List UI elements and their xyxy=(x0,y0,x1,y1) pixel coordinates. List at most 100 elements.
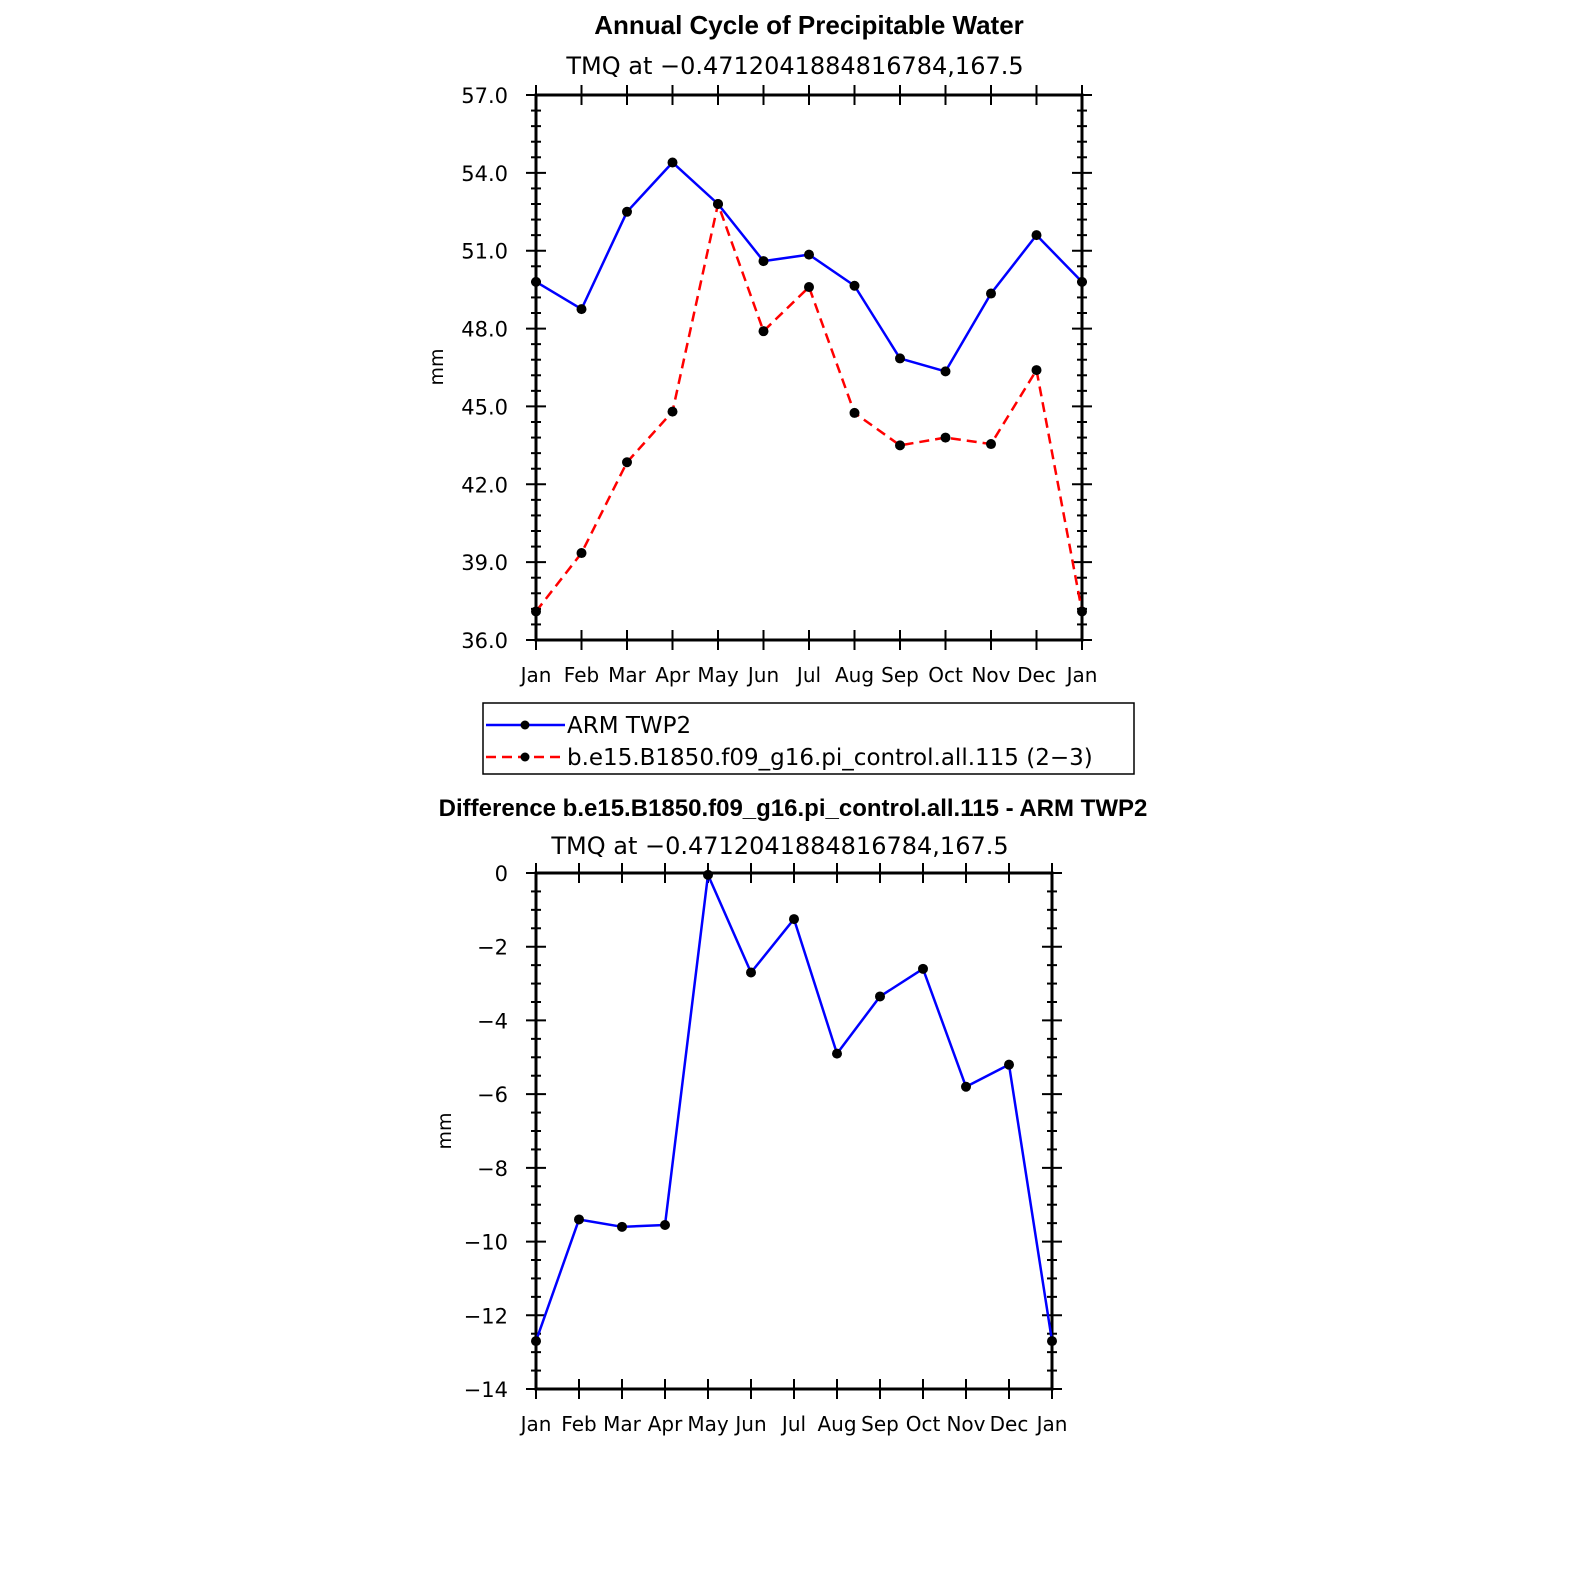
y-tick-label: −2 xyxy=(477,936,508,960)
y-tick-label: 39.0 xyxy=(461,551,508,575)
y-tick-label: −6 xyxy=(477,1083,508,1107)
x-tick-label: Sep xyxy=(881,663,919,687)
data-point xyxy=(574,1214,584,1225)
x-tick-label: Jan xyxy=(519,663,552,687)
data-point xyxy=(849,407,860,418)
data-point xyxy=(849,280,860,291)
x-tick-label: Apr xyxy=(655,663,690,687)
data-point xyxy=(1077,276,1087,287)
x-tick-label: Feb xyxy=(561,1412,596,1436)
data-point xyxy=(832,1048,842,1059)
data-point xyxy=(576,548,587,559)
x-tick-label: Jun xyxy=(733,1412,766,1436)
y-tick-label: −14 xyxy=(464,1378,508,1402)
data-point xyxy=(746,967,756,978)
data-point xyxy=(918,963,928,974)
data-point xyxy=(667,157,678,168)
y-tick-label: 57.0 xyxy=(461,84,508,108)
data-point xyxy=(667,406,678,417)
data-point xyxy=(875,991,885,1002)
data-point xyxy=(617,1221,627,1232)
data-point xyxy=(804,249,814,260)
data-point xyxy=(804,282,814,293)
x-tick-label: Oct xyxy=(906,1412,941,1436)
y-tick-label: −8 xyxy=(477,1157,508,1181)
y-tick-label: 0 xyxy=(495,862,508,886)
x-tick-label: Apr xyxy=(648,1412,683,1436)
chart2-ylabel: mm xyxy=(434,1112,456,1149)
x-tick-label: Feb xyxy=(564,663,599,687)
data-point xyxy=(531,606,541,617)
x-tick-label: Mar xyxy=(608,663,647,687)
data-point xyxy=(986,288,996,299)
chart1-legend: ARM TWP2 b.e15.B1850.f09_g16.pi_control.… xyxy=(482,702,1135,775)
chart2-title: Difference b.e15.B1850.f09_g16.pi_contro… xyxy=(439,795,1148,822)
x-tick-label: Aug xyxy=(835,663,874,687)
data-point xyxy=(531,276,541,287)
legend-marker-model xyxy=(520,752,530,762)
y-tick-label: 51.0 xyxy=(461,240,508,264)
data-point xyxy=(660,1219,670,1230)
legend-label-model: b.e15.B1850.f09_g16.pi_control.all.115 (… xyxy=(567,745,1093,771)
data-point xyxy=(531,1336,541,1347)
x-tick-label: May xyxy=(687,1412,729,1436)
data-point xyxy=(1004,1059,1014,1070)
data-point xyxy=(961,1081,971,1092)
x-tick-label: Jan xyxy=(1035,1412,1068,1436)
series-line-0 xyxy=(534,873,1054,1342)
x-tick-label: Jul xyxy=(780,1412,806,1436)
y-tick-label: 54.0 xyxy=(461,162,508,186)
data-point xyxy=(1047,1336,1057,1347)
series-line-1 xyxy=(535,202,1084,613)
legend-label-arm-twp2: ARM TWP2 xyxy=(567,713,691,739)
x-tick-label: Nov xyxy=(971,663,1010,687)
series-line-0 xyxy=(535,161,1083,373)
data-point xyxy=(622,457,632,468)
x-tick-label: Aug xyxy=(817,1412,856,1436)
data-point xyxy=(895,440,905,451)
x-tick-label: Dec xyxy=(990,1412,1029,1436)
precipitable-water-chart: Annual Cycle of Precipitable Water TMQ a… xyxy=(426,10,1097,687)
x-tick-label: Jan xyxy=(519,1412,552,1436)
chart1-subtitle: TMQ at −0.4712041884816784,167.5 xyxy=(565,52,1023,80)
legend-marker-arm-twp2 xyxy=(520,720,530,730)
x-tick-label: Oct xyxy=(928,663,963,687)
data-point xyxy=(1077,606,1087,617)
y-tick-label: 36.0 xyxy=(461,629,508,653)
chart2-plot-frame xyxy=(534,871,1054,1391)
difference-chart: Difference b.e15.B1850.f09_g16.pi_contro… xyxy=(434,795,1147,1436)
x-tick-label: Sep xyxy=(861,1412,899,1436)
data-point xyxy=(940,366,951,377)
x-tick-label: Jul xyxy=(795,663,821,687)
x-tick-label: Mar xyxy=(603,1412,642,1436)
y-tick-label: −4 xyxy=(477,1009,508,1033)
x-tick-label: Jan xyxy=(1065,663,1098,687)
data-point xyxy=(576,304,587,315)
data-point xyxy=(758,256,769,267)
x-tick-label: May xyxy=(697,663,739,687)
legend-frame xyxy=(482,702,1135,775)
x-tick-label: Dec xyxy=(1017,663,1056,687)
y-tick-label: 45.0 xyxy=(461,395,508,419)
data-point xyxy=(895,353,905,364)
x-tick-label: Jun xyxy=(746,663,779,687)
chart1-ylabel: mm xyxy=(426,348,448,385)
data-point xyxy=(713,199,723,209)
x-tick-label: Nov xyxy=(946,1412,985,1436)
chart1-title: Annual Cycle of Precipitable Water xyxy=(594,10,1024,40)
data-point xyxy=(1031,365,1042,376)
data-point xyxy=(986,439,996,450)
y-tick-label: −10 xyxy=(464,1231,508,1255)
data-point xyxy=(758,326,769,337)
chart2-subtitle: TMQ at −0.4712041884816784,167.5 xyxy=(550,832,1008,860)
y-tick-label: −12 xyxy=(464,1304,508,1328)
data-point xyxy=(789,914,799,925)
y-tick-label: 48.0 xyxy=(461,318,508,342)
data-point xyxy=(622,206,632,217)
data-point xyxy=(1031,230,1042,241)
data-point xyxy=(703,869,713,880)
y-tick-label: 42.0 xyxy=(461,473,508,497)
data-point xyxy=(940,432,951,443)
chart1-plot-frame xyxy=(534,93,1084,642)
